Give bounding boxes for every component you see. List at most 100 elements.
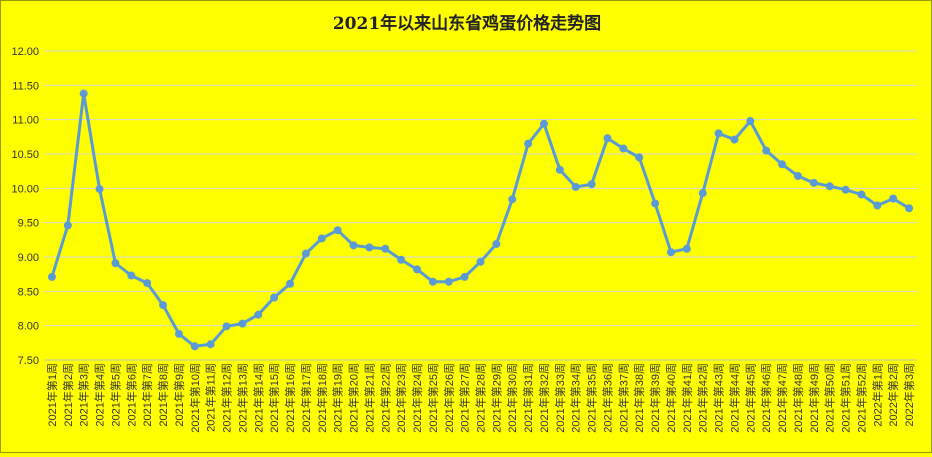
- x-tick-label: 2021年第50周: [823, 363, 837, 433]
- data-point: [571, 182, 580, 191]
- data-point: [524, 139, 533, 148]
- x-tick-label: 2021年第23周: [394, 363, 408, 433]
- y-tick-label: 10.00: [11, 183, 39, 195]
- data-point: [365, 243, 374, 252]
- x-tick-label: 2021年第45周: [743, 363, 757, 433]
- x-tick-label: 2022年第1周: [870, 363, 884, 427]
- x-tick-label: 2021年第5周: [108, 363, 122, 427]
- x-tick-label: 2021年第26周: [442, 363, 456, 433]
- x-tick-label: 2021年第1周: [45, 363, 59, 427]
- x-tick-label: 2021年第37周: [616, 363, 630, 433]
- x-tick-label: 2021年第30周: [505, 363, 519, 433]
- x-tick-label: 2021年第16周: [283, 363, 297, 433]
- x-tick-label: 2021年第14周: [251, 363, 265, 433]
- x-tick-label: 2021年第52周: [854, 363, 868, 433]
- x-tick-label: 2021年第39周: [648, 363, 662, 433]
- y-tick-label: 11.00: [12, 115, 39, 127]
- x-tick-label: 2021年第48周: [791, 363, 805, 433]
- data-point: [47, 272, 56, 281]
- data-point: [841, 185, 850, 194]
- data-point: [476, 257, 485, 266]
- x-tick-label: 2021年第3周: [77, 363, 91, 427]
- data-point: [413, 265, 422, 274]
- data-point: [793, 171, 802, 180]
- x-tick-label: 2021年第20周: [347, 363, 361, 433]
- data-point: [492, 239, 501, 248]
- data-point: [809, 178, 818, 187]
- y-tick-label: 7.50: [18, 355, 39, 367]
- x-tick-label: 2021年第34周: [569, 363, 583, 433]
- data-point: [555, 165, 564, 174]
- y-tick-label: 9.50: [18, 218, 39, 230]
- x-tick-label: 2021年第32周: [537, 363, 551, 433]
- data-point: [635, 153, 644, 162]
- x-tick-label: 2021年第35周: [585, 363, 599, 433]
- data-point: [127, 271, 136, 280]
- data-point: [730, 135, 739, 144]
- data-point: [428, 277, 437, 286]
- data-point: [762, 146, 771, 155]
- x-tick-label: 2021年第43周: [712, 363, 726, 433]
- data-point: [508, 195, 517, 204]
- data-point: [254, 310, 263, 319]
- x-tick-label: 2021年第24周: [410, 363, 424, 433]
- x-tick-label: 2021年第11周: [204, 363, 218, 432]
- x-tick-label: 2021年第27周: [458, 363, 472, 433]
- data-point: [238, 319, 247, 328]
- x-tick-label: 2021年第46周: [759, 363, 773, 433]
- data-point: [698, 189, 707, 198]
- x-tick-label: 2021年第8周: [156, 363, 170, 427]
- x-tick-label: 2021年第13周: [235, 363, 249, 433]
- data-point: [460, 272, 469, 281]
- x-tick-label: 2021年第17周: [299, 363, 313, 433]
- x-tick-label: 2021年第49周: [807, 363, 821, 433]
- data-point: [270, 293, 279, 302]
- series-line: [50, 92, 911, 348]
- y-tick-label: 9.00: [18, 252, 39, 264]
- x-tick-label: 2021年第7周: [140, 363, 154, 427]
- data-point: [651, 199, 660, 208]
- data-point: [873, 201, 882, 210]
- data-point: [143, 279, 152, 288]
- data-point: [381, 244, 390, 253]
- data-point: [889, 194, 898, 203]
- x-tick-label: 2021年第15周: [267, 363, 281, 433]
- chart-title: 2021年以来山东省鸡蛋价格走势图: [332, 14, 602, 34]
- data-point: [603, 134, 612, 143]
- x-tick-label: 2021年第29周: [489, 363, 503, 433]
- x-tick-label: 2022年第2周: [886, 363, 900, 427]
- x-tick-label: 2021年第6周: [124, 363, 138, 427]
- data-point: [444, 277, 453, 286]
- data-point: [619, 144, 628, 153]
- y-tick-label: 12.00: [11, 46, 39, 58]
- x-tick-label: 2022年第3周: [902, 363, 916, 427]
- y-tick-label: 8.00: [18, 321, 39, 333]
- data-point: [159, 301, 168, 310]
- x-tick-label: 2021年第2周: [61, 363, 75, 427]
- x-tick-label: 2021年第28周: [474, 363, 488, 433]
- x-tick-label: 2021年第19周: [331, 363, 345, 433]
- x-tick-label: 2021年第18周: [315, 363, 329, 433]
- data-point: [397, 255, 406, 264]
- y-tick-label: 8.50: [18, 286, 39, 298]
- x-tick-label: 2021年第12周: [220, 363, 234, 433]
- data-point: [905, 204, 914, 213]
- data-point: [825, 182, 834, 191]
- data-point: [587, 180, 596, 189]
- x-tick-label: 2021年第36周: [600, 363, 614, 433]
- data-point: [190, 342, 199, 351]
- data-point: [682, 244, 691, 253]
- data-point: [666, 248, 675, 257]
- data-point: [174, 329, 183, 338]
- data-point: [95, 185, 104, 194]
- y-tick-label: 11.50: [12, 80, 39, 92]
- data-point: [111, 259, 120, 268]
- x-tick-label: 2021年第42周: [696, 363, 710, 433]
- x-tick-label: 2021年第41周: [680, 363, 694, 433]
- x-tick-label: 2021年第22周: [378, 363, 392, 433]
- data-point: [286, 279, 295, 288]
- data-point: [222, 322, 231, 331]
- x-tick-label: 2021年第25周: [426, 363, 440, 433]
